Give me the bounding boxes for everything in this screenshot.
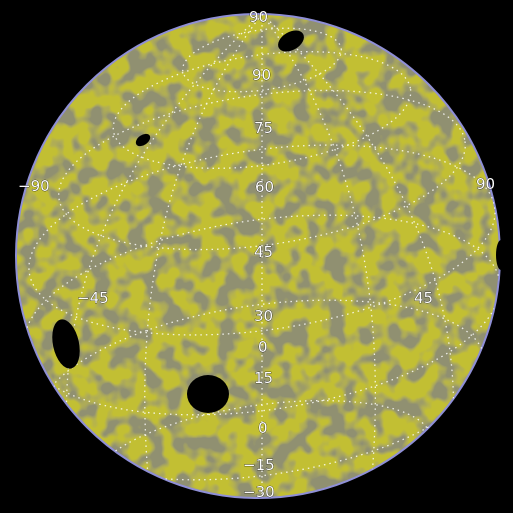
spot: [278, 30, 304, 52]
grid-labels: 90 90 75 60 45 30 0 15 0 −15 −30 −90 90 …: [18, 8, 496, 502]
label-lon-m45: −45: [77, 289, 109, 307]
label-lon-90: 90: [476, 175, 495, 193]
label-lat-30: 30: [254, 307, 273, 325]
disc-base: [16, 14, 500, 498]
star-spots: [52, 30, 506, 413]
label-lon-45: 45: [414, 289, 433, 307]
label-lat-60: 60: [255, 178, 274, 196]
spot: [52, 319, 80, 369]
label-lat-75b: 75: [254, 119, 273, 137]
label-lat-45: 45: [254, 243, 273, 261]
label-lat-0-upper: 0: [258, 338, 268, 356]
label-lat-0: 0: [258, 419, 268, 437]
label-lat-m15: −15: [243, 456, 275, 474]
label-lat-75: 90: [252, 66, 271, 84]
label-lat-15: 15: [254, 369, 273, 387]
disc-wash: [16, 14, 500, 498]
spot: [135, 133, 151, 147]
spot: [496, 240, 506, 270]
label-lat-m30: −30: [243, 483, 275, 501]
spot: [187, 375, 229, 413]
label-lon-m90: −90: [18, 177, 50, 195]
label-lat-90: 90: [249, 8, 268, 26]
